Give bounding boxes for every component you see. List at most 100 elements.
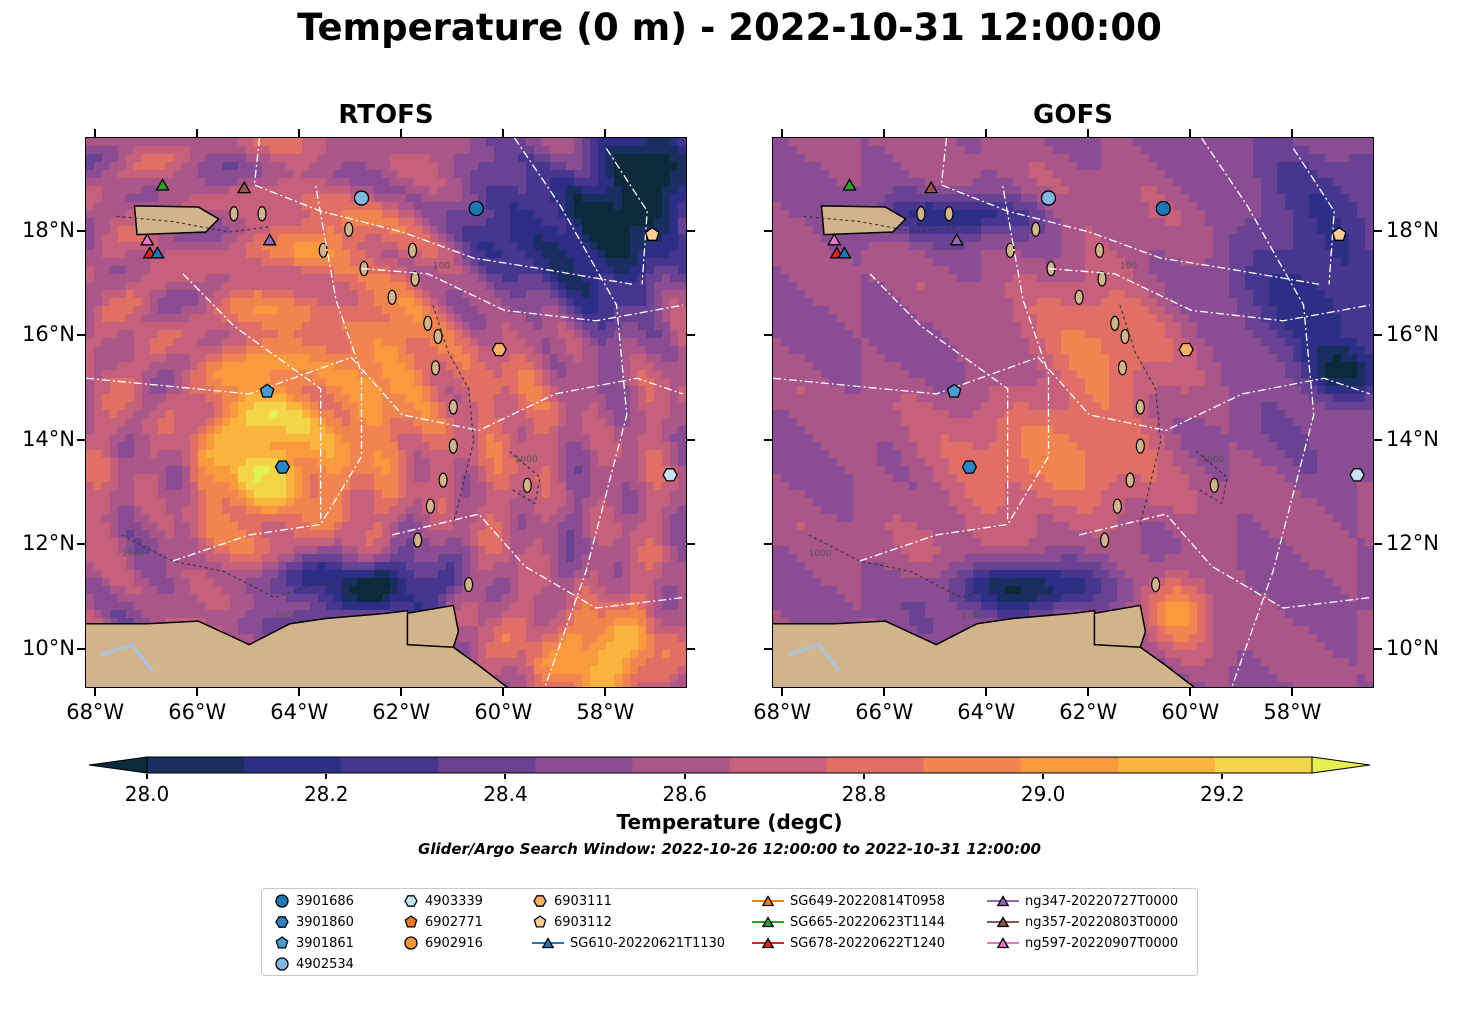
colorbar-tick-mark bbox=[325, 774, 328, 779]
colorbar-label: Temperature (degC) bbox=[616, 810, 843, 834]
legend-item: 6902916 bbox=[403, 935, 483, 951]
colorbar-tick-mark bbox=[504, 774, 507, 779]
x-tick-label: 64°W bbox=[957, 700, 1016, 724]
x-tick-label: 64°W bbox=[270, 700, 329, 724]
colorbar-tick-label: 28.2 bbox=[303, 782, 349, 806]
y-tick-label: 10°N bbox=[1386, 635, 1439, 660]
map-panel-rtofs: 1000 1000 1000 100 bbox=[85, 137, 687, 688]
x-tick-mark-top bbox=[502, 129, 505, 137]
legend-item: 6902771 bbox=[403, 914, 483, 930]
y-tick-mark-right bbox=[1374, 230, 1382, 232]
y-tick-label: 12°N bbox=[22, 531, 75, 556]
x-tick-mark bbox=[1189, 688, 1192, 696]
legend-marker-icon bbox=[275, 936, 289, 949]
y-tick-mark-right bbox=[1374, 334, 1382, 337]
legend-item: SG678-20220622T1240 bbox=[752, 935, 945, 951]
x-tick-label: 58°W bbox=[1263, 700, 1322, 724]
x-tick-mark bbox=[985, 688, 988, 696]
legend-item: 3901860 bbox=[274, 914, 354, 930]
legend-marker-icon bbox=[275, 957, 289, 971]
colorbar-tick-label: 28.8 bbox=[841, 782, 887, 806]
x-tick-label: 58°W bbox=[576, 700, 635, 724]
legend-item: 3901686 bbox=[274, 893, 354, 909]
legend-label: ng347-20220727T0000 bbox=[1025, 893, 1179, 909]
x-tick-mark bbox=[1087, 688, 1090, 696]
legend-marker-icon bbox=[987, 895, 1019, 907]
x-tick-mark bbox=[781, 688, 784, 696]
y-tick-mark-right bbox=[687, 334, 695, 337]
legend-item: 3901861 bbox=[274, 935, 354, 951]
colorbar-tick-mark bbox=[1221, 774, 1224, 779]
legend-item: SG649-20220814T0958 bbox=[752, 893, 945, 909]
x-tick-mark bbox=[502, 688, 505, 696]
legend-label: 3901860 bbox=[296, 914, 354, 930]
x-tick-mark bbox=[94, 688, 97, 696]
legend-label: SG678-20220622T1240 bbox=[790, 935, 946, 951]
figure-title: Temperature (0 m) - 2022-10-31 12:00:00 bbox=[297, 6, 1162, 49]
search-window-note: Glider/Argo Search Window: 2022-10-26 12… bbox=[418, 840, 1041, 858]
colorbar-tick-mark bbox=[146, 774, 148, 779]
x-tick-label: 62°W bbox=[1059, 700, 1118, 724]
legend-item: SG610-20220621T1130 bbox=[532, 935, 725, 951]
legend-marker-icon bbox=[752, 937, 784, 949]
y-tick-label: 18°N bbox=[22, 218, 75, 242]
legend-marker-icon bbox=[533, 895, 547, 907]
x-tick-mark-top bbox=[94, 129, 97, 137]
colorbar-tick-label: 29.2 bbox=[1200, 782, 1245, 806]
y-tick-mark-left bbox=[77, 334, 85, 337]
legend-marker-icon bbox=[987, 937, 1019, 949]
panel-title-gofs: GOFS bbox=[1033, 100, 1113, 130]
legend-marker-icon bbox=[404, 915, 418, 928]
legend-label: SG649-20220814T0958 bbox=[790, 893, 946, 909]
legend-item: 4903339 bbox=[403, 893, 483, 909]
y-tick-mark-left bbox=[77, 438, 85, 441]
x-tick-mark-top bbox=[400, 129, 403, 137]
x-tick-mark bbox=[196, 688, 199, 696]
legend-marker-icon bbox=[532, 937, 564, 949]
legend-label: ng357-20220803T0000 bbox=[1025, 914, 1179, 930]
legend-item: ng357-20220803T0000 bbox=[987, 914, 1178, 930]
legend-label: 4902534 bbox=[296, 956, 354, 972]
y-tick-label: 18°N bbox=[1386, 218, 1439, 242]
y-tick-mark-right bbox=[1374, 543, 1382, 546]
y-tick-mark-left bbox=[764, 543, 772, 546]
x-tick-mark-top bbox=[604, 129, 607, 137]
y-tick-label: 14°N bbox=[1386, 426, 1439, 451]
x-tick-mark bbox=[883, 688, 886, 696]
y-tick-mark-left bbox=[77, 230, 85, 232]
x-tick-mark-top bbox=[985, 129, 988, 137]
legend-label: 3901686 bbox=[296, 893, 354, 909]
y-tick-mark-left bbox=[764, 438, 772, 441]
x-tick-mark bbox=[1291, 688, 1294, 696]
x-tick-mark bbox=[400, 688, 403, 696]
legend-item: 4902534 bbox=[274, 956, 354, 972]
legend-label: 3901861 bbox=[296, 935, 354, 951]
y-tick-mark-left bbox=[77, 647, 85, 650]
legend-marker-icon bbox=[987, 916, 1019, 928]
x-tick-mark bbox=[604, 688, 607, 696]
y-tick-label: 16°N bbox=[1386, 322, 1439, 347]
x-tick-label: 60°W bbox=[474, 700, 533, 724]
legend-label: 6902771 bbox=[425, 914, 483, 930]
x-tick-mark-top bbox=[196, 129, 199, 137]
x-tick-label: 68°W bbox=[753, 700, 812, 724]
panel-title-rtofs: RTOFS bbox=[338, 100, 434, 130]
x-tick-mark bbox=[298, 688, 301, 696]
map-panel-gofs: 1000 1000 1000 100 bbox=[772, 137, 1374, 688]
legend-item: ng597-20220907T0000 bbox=[987, 935, 1178, 951]
legend-label: 6903111 bbox=[554, 893, 612, 909]
legend-label: 4903339 bbox=[425, 893, 483, 909]
y-tick-mark-left bbox=[764, 647, 772, 650]
y-tick-label: 14°N bbox=[22, 426, 75, 451]
y-tick-mark-left bbox=[764, 230, 772, 232]
legend-marker-icon bbox=[404, 936, 418, 950]
legend-marker-icon bbox=[275, 894, 289, 908]
legend-item: 6903111 bbox=[532, 893, 612, 909]
y-tick-mark-right bbox=[687, 438, 695, 441]
x-tick-mark-top bbox=[1189, 129, 1192, 137]
x-tick-label: 68°W bbox=[66, 700, 125, 724]
x-tick-label: 66°W bbox=[168, 700, 227, 724]
colorbar-tick-label: 28.0 bbox=[124, 782, 170, 806]
